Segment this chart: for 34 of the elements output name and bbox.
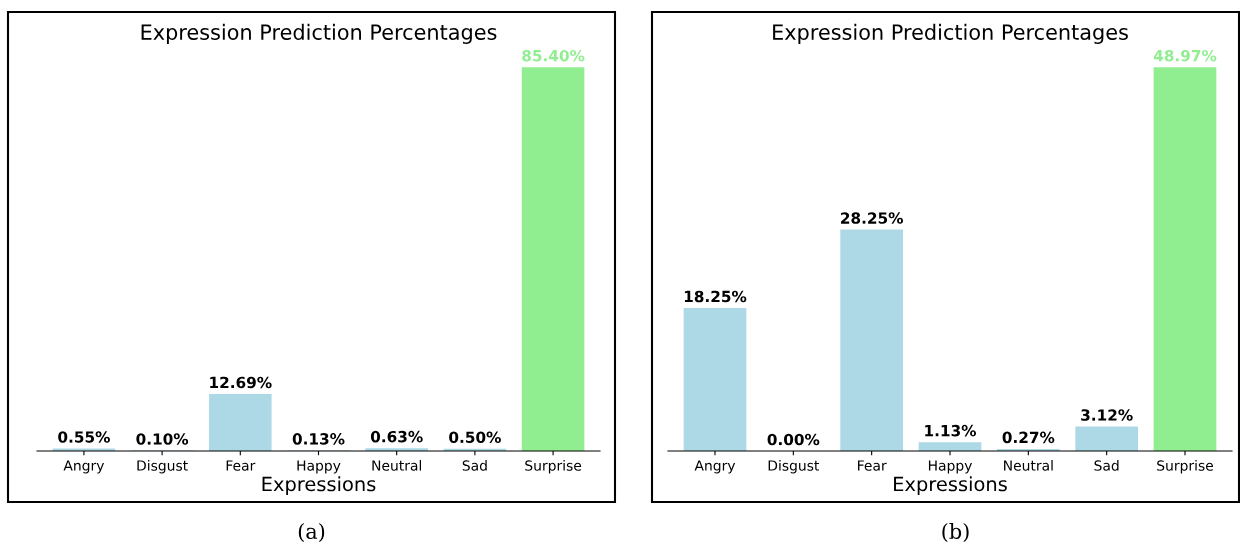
data-label: 12.69%: [210, 376, 272, 389]
x-tick-label: Angry: [694, 460, 736, 474]
x-tick-label: Angry: [63, 460, 105, 474]
data-label: 0.10%: [136, 433, 189, 445]
data-label: 0.00%: [767, 433, 820, 446]
x-tick-label: Neutral: [372, 460, 422, 471]
x-tick-label: Disgust: [768, 460, 820, 474]
x-axis-title: Expressions: [894, 476, 1007, 496]
data-label: 0.55%: [58, 431, 110, 443]
x-tick-label: Happy: [928, 460, 972, 474]
text: (b): [942, 522, 969, 542]
x-tick-label: Fear: [226, 460, 256, 471]
x-tick-label: Sad: [462, 460, 487, 471]
data-label: 0.27%: [1002, 431, 1055, 444]
data-label: 0.50%: [449, 431, 501, 444]
x-tick-label: Fear: [858, 460, 887, 471]
text: (a): [298, 522, 325, 542]
data-label: 0.63%: [370, 430, 423, 443]
data-label: 0.13%: [292, 433, 345, 445]
x-tick-label: Happy: [297, 460, 341, 474]
data-label: 18.25%: [684, 290, 747, 303]
x-tick-label: Sad: [1094, 460, 1119, 471]
data-label: 3.12%: [1081, 409, 1133, 421]
data-label: 48.97%: [1153, 49, 1217, 62]
chart-title: Expression Prediction Percentages: [773, 23, 1128, 44]
data-label: 85.40%: [522, 49, 585, 62]
x-tick-label: Surprise: [525, 460, 582, 474]
x-axis-title: Expressions: [262, 476, 376, 496]
data-label: 28.25%: [841, 212, 903, 224]
x-tick-label: Neutral: [1004, 460, 1053, 471]
x-tick-label: Surprise: [1157, 460, 1214, 474]
x-tick-label: Disgust: [137, 460, 188, 474]
data-label: 1.13%: [925, 424, 977, 437]
chart-title: Expression Prediction Percentages: [141, 23, 497, 44]
